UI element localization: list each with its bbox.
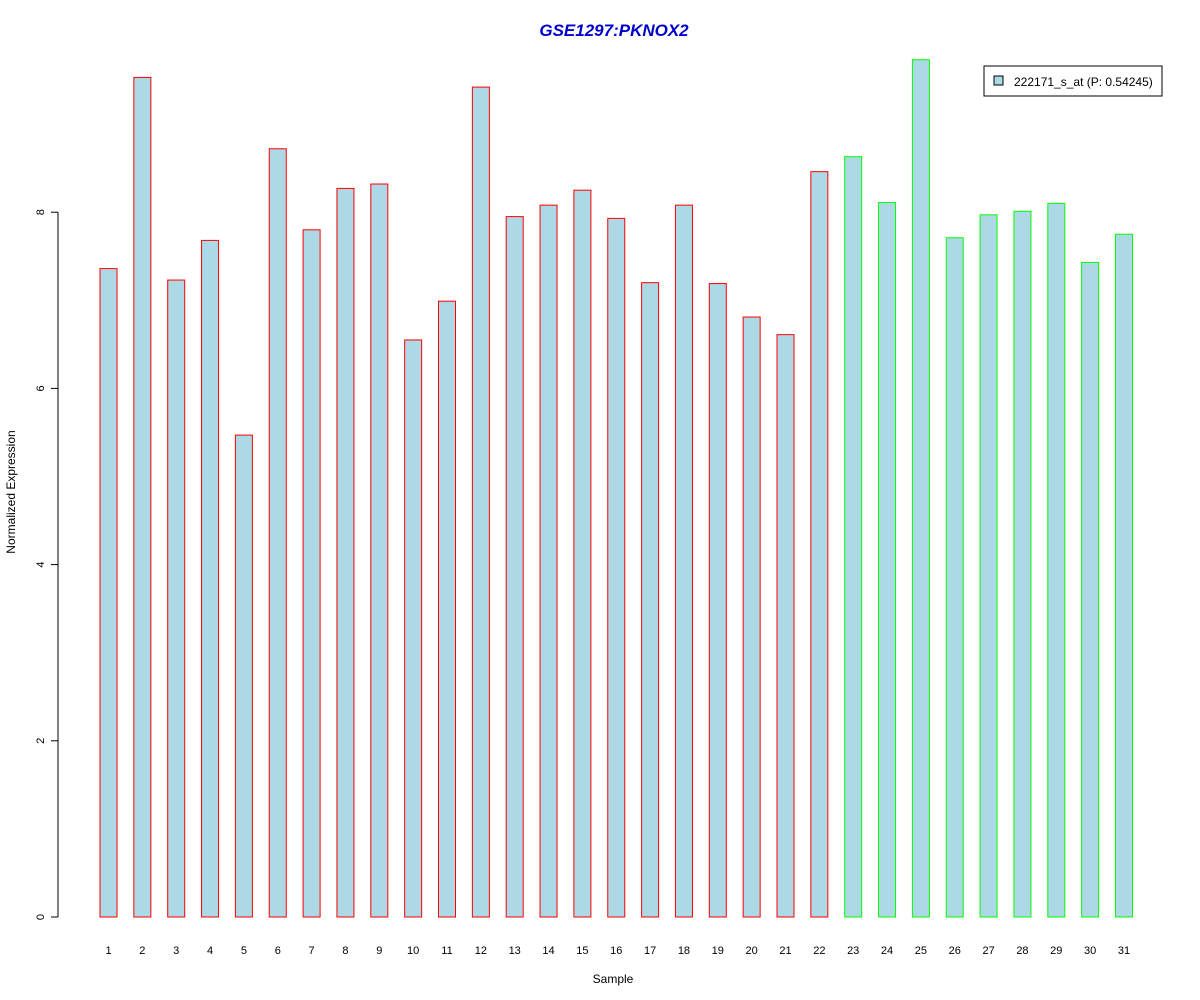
bars xyxy=(99,59,1133,918)
y-tick-label: 6 xyxy=(35,385,47,391)
bar xyxy=(708,283,727,918)
x-tick-label: 23 xyxy=(847,945,859,957)
bar xyxy=(201,239,220,918)
bar xyxy=(268,148,287,918)
x-tick-label: 26 xyxy=(949,945,961,957)
x-tick-label: 5 xyxy=(241,945,247,957)
bar xyxy=(641,282,660,918)
x-tick-label: 1 xyxy=(105,945,111,957)
bar xyxy=(878,202,897,918)
legend-box xyxy=(983,65,1163,97)
bar xyxy=(336,187,355,918)
x-tick-label: 6 xyxy=(275,945,281,957)
bar xyxy=(234,434,253,918)
x-tick-label: 30 xyxy=(1084,945,1096,957)
bar xyxy=(844,156,863,918)
x-tick-label: 4 xyxy=(207,945,213,957)
bar xyxy=(505,216,524,918)
legend: 222171_s_at (P: 0.54245) xyxy=(983,65,1163,97)
x-tick-label: 7 xyxy=(309,945,315,957)
bar xyxy=(404,339,423,918)
bar xyxy=(167,279,186,918)
bar xyxy=(302,229,321,918)
bar xyxy=(539,204,558,918)
x-tick-label: 14 xyxy=(542,945,554,957)
x-tick-label: 28 xyxy=(1016,945,1028,957)
legend-label: 222171_s_at (P: 0.54245) xyxy=(1014,75,1153,89)
bar xyxy=(607,217,626,918)
y-tick-label: 8 xyxy=(35,209,47,215)
x-axis-title: Sample xyxy=(593,972,634,986)
x-tick-label: 21 xyxy=(779,945,791,957)
bar xyxy=(911,59,930,918)
chart-title: GSE1297:PKNOX2 xyxy=(539,21,689,40)
y-tick-label: 4 xyxy=(35,562,47,568)
bar xyxy=(810,171,829,918)
x-tick-label: 15 xyxy=(576,945,588,957)
bar xyxy=(1081,261,1100,918)
x-tick-label: 29 xyxy=(1050,945,1062,957)
bar xyxy=(776,334,795,918)
x-tick-label: 31 xyxy=(1118,945,1130,957)
x-tick-label: 24 xyxy=(881,945,893,957)
x-tick-label: 20 xyxy=(746,945,758,957)
x-tick-label: 8 xyxy=(342,945,348,957)
x-tick-label: 11 xyxy=(441,945,452,957)
bar xyxy=(674,204,693,918)
bar xyxy=(99,268,118,918)
y-tick-label: 2 xyxy=(35,738,47,744)
y-tick-label: 0 xyxy=(35,914,47,920)
x-tick-label: 9 xyxy=(376,945,382,957)
x-tick-label: 27 xyxy=(982,945,994,957)
y-axis-title: Normalized Expression xyxy=(4,430,18,553)
bar xyxy=(1115,233,1133,918)
bar xyxy=(438,300,456,918)
x-tick-label: 22 xyxy=(813,945,825,957)
x-tick-label: 16 xyxy=(610,945,622,957)
x-tick-label: 17 xyxy=(644,945,656,957)
legend-swatch xyxy=(993,75,1004,86)
bar xyxy=(133,76,152,918)
x-tick-label: 19 xyxy=(712,945,724,957)
x-tick-labels: 1 2 3 4 5 6 7 8 9 10 11 12 13 14 15 16 17 18 19 20 21 22 23 24 2… xyxy=(105,945,1130,957)
x-tick-label: 25 xyxy=(915,945,927,957)
bar xyxy=(979,214,998,918)
bar xyxy=(471,86,490,918)
x-tick-label: 2 xyxy=(139,945,145,957)
x-tick-label: 18 xyxy=(678,945,690,957)
bar xyxy=(370,183,389,918)
y-axis: 0 2 4 6 8 xyxy=(35,209,59,920)
bar xyxy=(573,189,592,918)
x-tick-label: 12 xyxy=(475,945,487,957)
x-tick-label: 3 xyxy=(173,945,179,957)
bar xyxy=(1013,210,1032,918)
bar xyxy=(1047,202,1066,918)
x-tick-label: 10 xyxy=(407,945,419,957)
bar xyxy=(742,316,761,918)
x-tick-label: 13 xyxy=(509,945,521,957)
bar xyxy=(945,237,964,918)
